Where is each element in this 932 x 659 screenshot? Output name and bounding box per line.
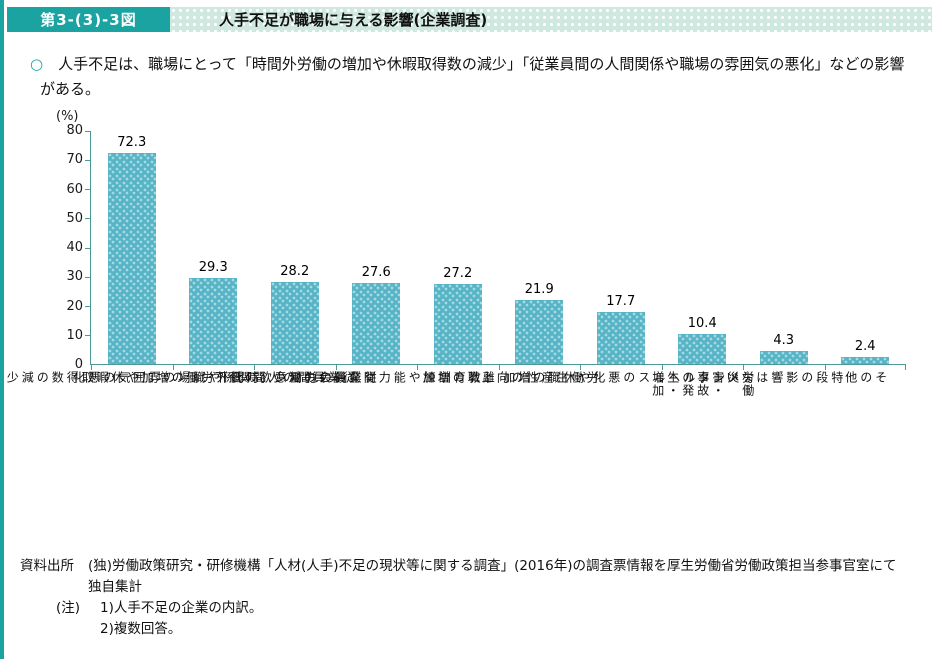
category-label: 従業員間の人間関係や職場の雰囲気の悪化 xyxy=(71,371,356,384)
bar xyxy=(270,281,319,364)
category-label: その他 xyxy=(843,371,888,384)
category-label: 労働災害・事故の発生・増加 xyxy=(650,371,755,397)
figure-header: 第3-(3)-3図 人手不足が職場に与える影響(企業調査) xyxy=(7,7,932,32)
category-label: 従業員の労働意欲の低下 xyxy=(213,371,378,384)
figure-title-strip: 人手不足が職場に与える影響(企業調査) xyxy=(170,7,932,32)
note-1: 1)人手不足の企業の内訳。 xyxy=(100,599,263,616)
bar-value-label: 2.4 xyxy=(854,338,876,354)
y-axis-tick-label: 60 xyxy=(66,181,83,197)
y-axis-tick-mark xyxy=(85,130,91,132)
y-axis-tick-mark xyxy=(85,159,91,161)
y-axis-tick-mark xyxy=(85,335,91,337)
source-label: 資料出所 xyxy=(20,558,74,574)
y-axis-tick-mark xyxy=(85,306,91,307)
category-label: 教育訓練や能力開発機会の減少 xyxy=(272,371,482,384)
x-axis-tick-mark xyxy=(172,364,174,370)
bar-chart: (%) 0 10 20 30 40 50 60 70 80 72.3 時間外労働の増加や休暇取得数の… xyxy=(0,105,932,557)
note-label: (注) xyxy=(56,599,81,616)
bar-value-label: 21.9 xyxy=(524,281,554,297)
x-axis-tick-mark xyxy=(417,364,418,370)
bar-value-label: 10.4 xyxy=(687,315,717,331)
page-edge-accent xyxy=(0,0,4,659)
bar-value-label: 4.3 xyxy=(773,333,795,349)
x-axis-tick-mark xyxy=(661,364,663,370)
y-axis-tick-label: 10 xyxy=(66,327,83,343)
plot-area: 0 10 20 30 40 50 60 70 80 72.3 時間外労働の増加や休暇取得数の減少 29… xyxy=(5,123,906,397)
bar xyxy=(596,312,645,364)
x-axis-tick-mark xyxy=(905,364,906,370)
y-axis-tick-mark xyxy=(85,247,91,249)
y-axis-tick-label: 80 xyxy=(66,123,83,138)
x-axis-tick-mark xyxy=(824,364,826,370)
category-label: 労働生産性の向上 xyxy=(480,371,600,384)
bar-value-label: 72.3 xyxy=(117,134,147,150)
note-2: 2)複数回答。 xyxy=(100,620,182,637)
x-axis-tick-mark xyxy=(254,364,255,370)
x-axis-tick-mark xyxy=(580,364,581,370)
bar xyxy=(515,299,564,364)
y-axis-tick-label: 20 xyxy=(66,298,83,314)
category-label: 時間外労働の増加や休暇取得数の減少 xyxy=(5,371,260,384)
summary-bullet: ○ 人手不足は、職場にとって「時間外労働の増加や休暇取得数の減少」「従業員間の人間… xyxy=(0,52,914,102)
bar-value-label: 27.6 xyxy=(361,265,391,281)
category-label: 離職の増加 xyxy=(421,371,496,384)
x-axis-tick-mark xyxy=(743,364,744,370)
bar xyxy=(189,278,238,364)
bar-value-label: 29.3 xyxy=(198,260,228,276)
figure-title: 人手不足が職場に与える影響(企業調査) xyxy=(219,11,488,29)
figure-number-badge: 第3-(3)-3図 xyxy=(7,7,170,32)
bar xyxy=(107,152,156,364)
summary-paragraph: ○ 人手不足は、職場にとって「時間外労働の増加や休暇取得数の減少」「従業員間の人間… xyxy=(30,52,914,102)
bar xyxy=(433,284,482,364)
x-axis-tick-mark xyxy=(335,364,337,370)
y-axis-tick-mark xyxy=(85,189,91,190)
category-label: メンタルヘルスの悪化や休職の増加 xyxy=(501,371,741,384)
bar xyxy=(678,333,727,364)
category-label: 特段の影響はない xyxy=(724,371,844,384)
source-row: 資料出所 (独)労働政策研究・研修機構「人材(人手)不足の現状等に関する調査」(… xyxy=(20,556,908,598)
bar xyxy=(841,356,890,364)
y-axis-tick-label: 70 xyxy=(66,152,83,168)
y-axis-tick-label: 50 xyxy=(66,210,83,226)
bar-value-label: 28.2 xyxy=(280,263,310,279)
y-axis-tick-mark xyxy=(85,218,91,220)
source-text: (独)労働政策研究・研修機構「人材(人手)不足の現状等に関する調査」(2016年… xyxy=(88,558,897,595)
note-row-2: 2)複数回答。 xyxy=(100,619,908,640)
y-axis-tick-label: 40 xyxy=(66,240,83,255)
summary-text: 人手不足は、職場にとって「時間外労働の増加や休暇取得数の減少」「従業員間の人間関… xyxy=(40,55,905,98)
x-axis-tick-mark xyxy=(91,364,92,370)
x-axis-tick-mark xyxy=(498,364,500,370)
note-row-1: (注) 1)人手不足の企業の内訳。 xyxy=(56,598,908,619)
y-axis-tick-label: 0 xyxy=(74,357,83,372)
source-notes: 資料出所 (独)労働政策研究・研修機構「人材(人手)不足の現状等に関する調査」(… xyxy=(20,556,908,640)
y-axis-tick-mark xyxy=(85,276,91,278)
y-axis-tick-label: 30 xyxy=(66,269,83,285)
bar xyxy=(759,351,808,364)
y-axis-unit-label: (%) xyxy=(56,109,79,124)
bar-value-label: 17.7 xyxy=(606,294,636,310)
bar xyxy=(352,283,401,364)
circle-bullet-icon: ○ xyxy=(30,55,44,73)
bar-value-label: 27.2 xyxy=(443,266,473,282)
